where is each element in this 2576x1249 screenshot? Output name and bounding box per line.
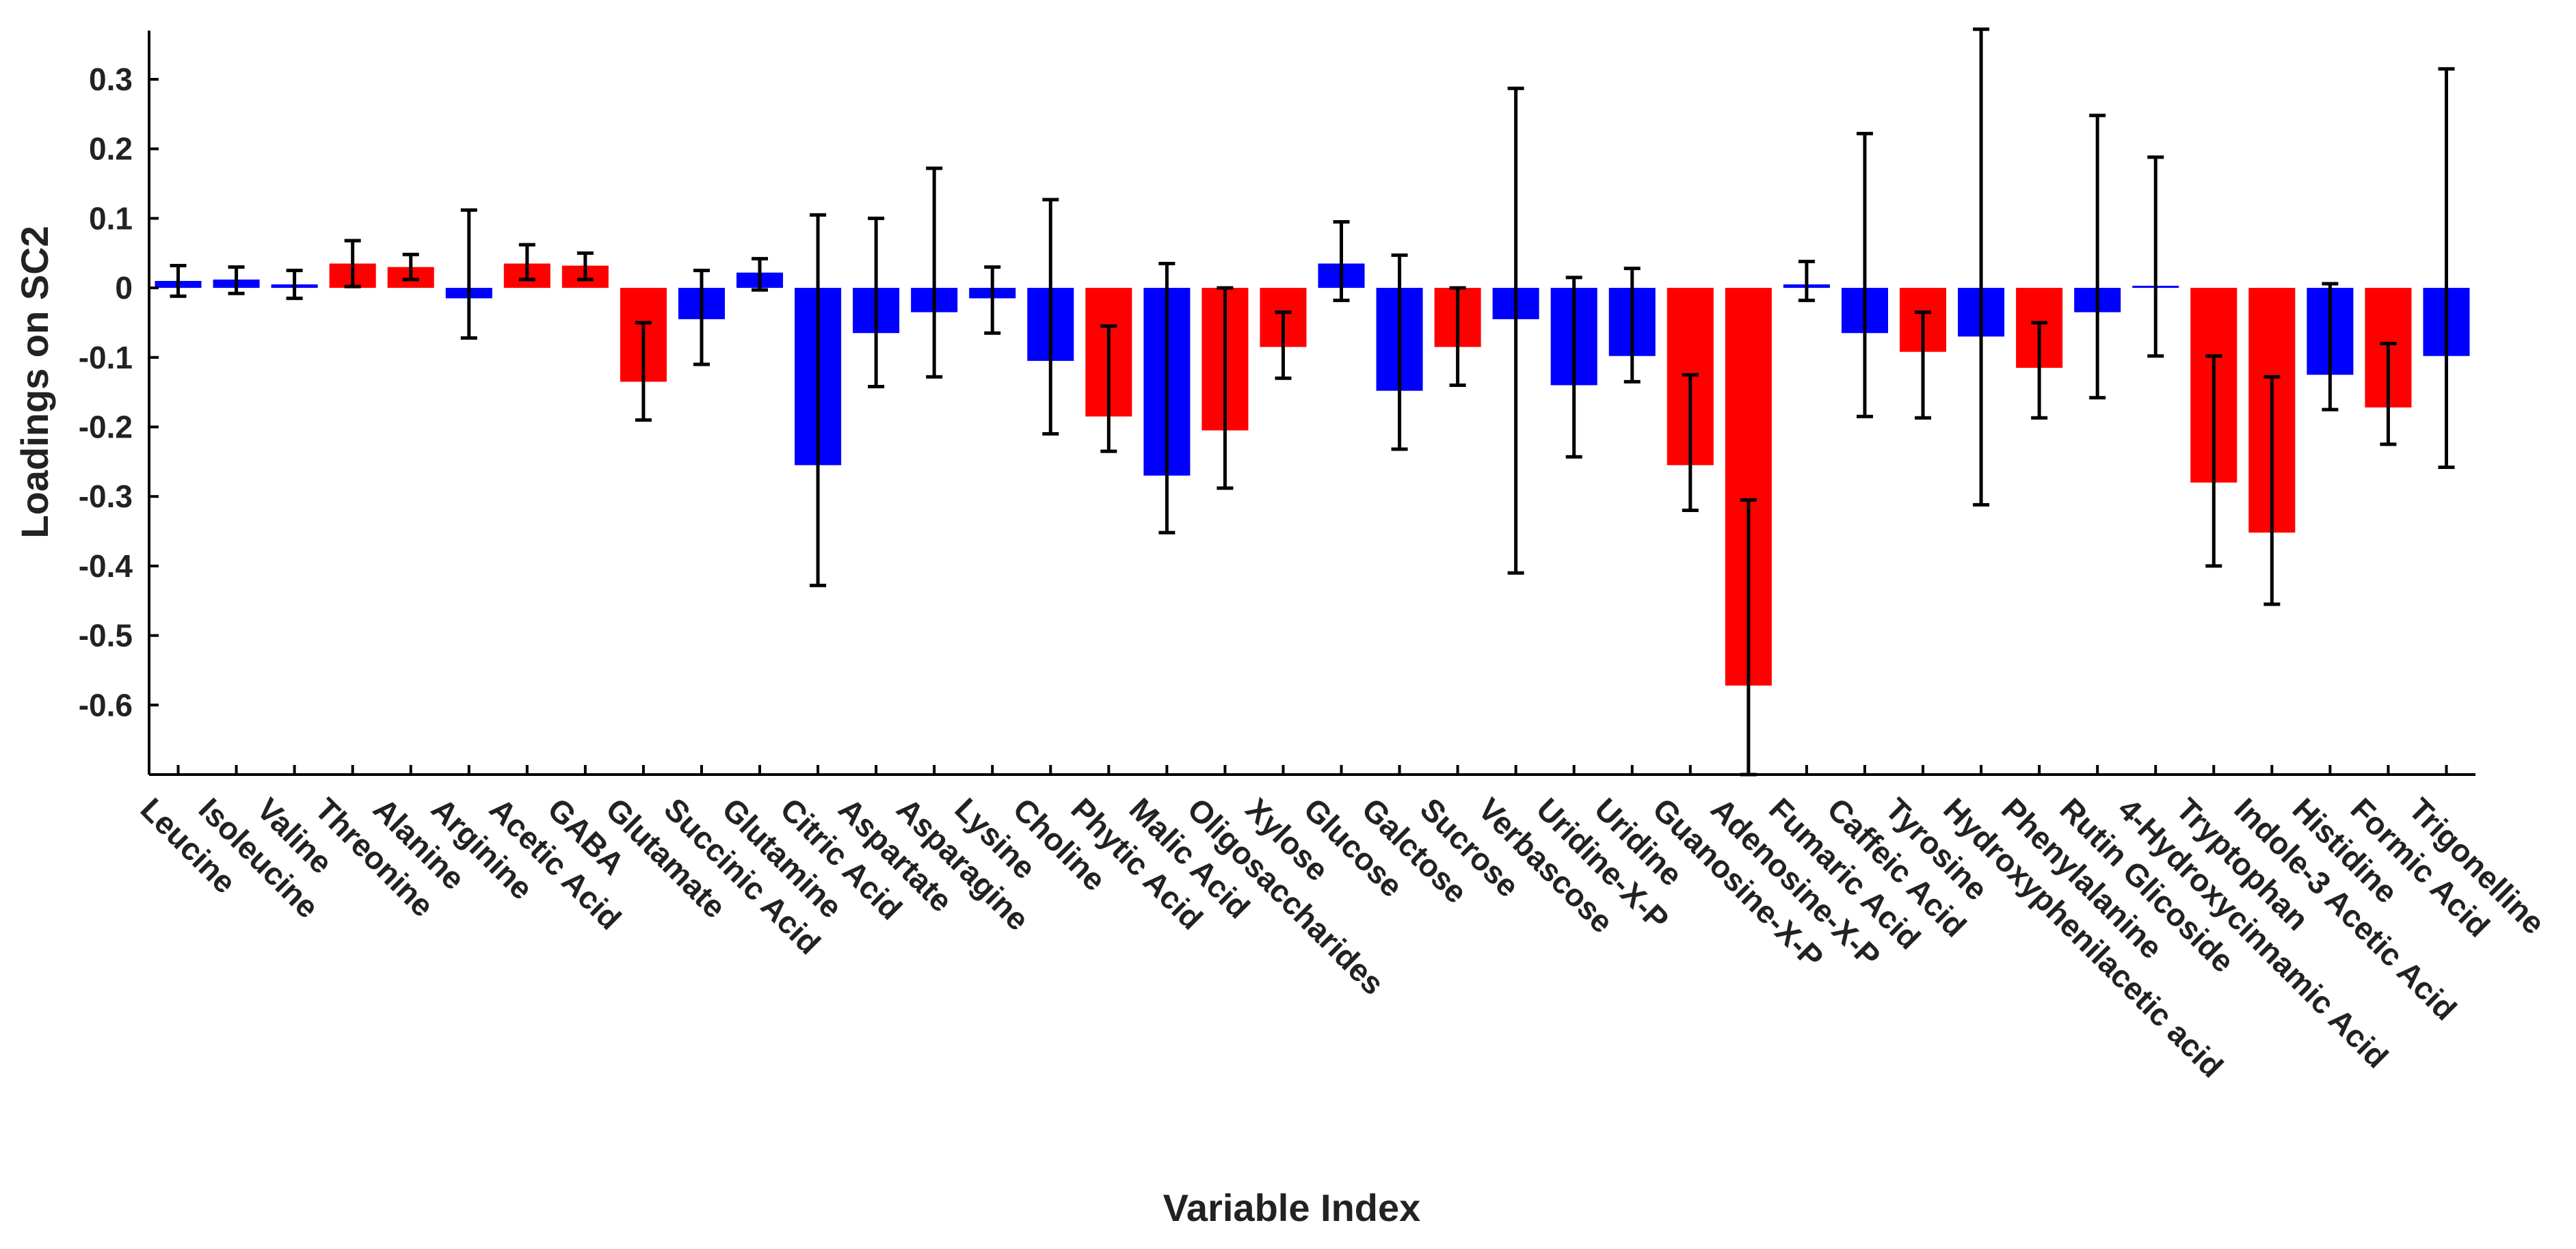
error-bar <box>1973 27 1990 507</box>
y-tick-label: -0.2 <box>79 409 133 445</box>
error-bar <box>286 269 303 300</box>
error-bar <box>170 264 187 298</box>
y-tick-label: 0.1 <box>89 200 133 236</box>
y-ticks-layer: 0.3 0.2 0.1 0 -0.1 -0.2 -0.3 -0.4 -0.5 -0.6 <box>79 62 159 723</box>
error-bar <box>460 208 477 340</box>
error-bar <box>810 213 827 587</box>
error-bar <box>344 239 361 288</box>
error-bar <box>926 166 943 379</box>
axes-layer <box>148 30 2475 776</box>
y-tick-label: 0.3 <box>89 62 133 97</box>
error-bar <box>1565 276 1582 459</box>
y-tick-label: 0 <box>115 270 133 306</box>
error-bar <box>2380 341 2397 446</box>
x-ticks-layer: LeucineIsoleucineValineThreonineAlanineA… <box>134 765 2552 1084</box>
error-bar <box>2438 67 2455 469</box>
error-bar <box>228 265 245 295</box>
error-bar <box>1217 286 1234 490</box>
y-tick-label: -0.3 <box>79 479 133 514</box>
error-bar <box>1449 286 1466 387</box>
error-bar <box>1623 267 1641 384</box>
y-axis-title: Loadings on SC2 <box>13 226 56 538</box>
error-bar <box>2147 155 2164 358</box>
y-tick-label: -0.1 <box>79 340 133 375</box>
error-bar <box>2031 321 2048 420</box>
error-bar <box>1915 310 1932 420</box>
y-tick-label: -0.4 <box>79 548 133 584</box>
error-bar <box>1682 373 1699 513</box>
error-bar <box>1798 259 1815 302</box>
error-bar <box>402 252 419 282</box>
error-bar <box>868 216 885 389</box>
error-bar <box>518 243 535 282</box>
error-bar <box>1856 131 1873 418</box>
error-bar <box>752 256 769 292</box>
error-bar <box>693 269 710 366</box>
y-tick-label: -0.6 <box>79 687 133 723</box>
x-axis-title: Variable Index <box>1163 1186 1421 1229</box>
error-bar <box>2322 282 2339 412</box>
y-tick-label: 0.2 <box>89 131 133 167</box>
error-bar <box>576 251 594 282</box>
bars-layer <box>155 263 2470 686</box>
error-bar <box>1100 324 1117 453</box>
error-bar <box>635 321 652 422</box>
error-bar <box>2205 354 2222 568</box>
error-bars-layer <box>170 27 2455 777</box>
error-bar <box>984 265 1001 335</box>
error-bar <box>1042 198 1059 436</box>
y-tick-label: -0.5 <box>79 618 133 654</box>
error-bar <box>1391 253 1408 451</box>
error-bar <box>2263 375 2281 606</box>
error-bar <box>1275 310 1292 380</box>
error-bar <box>1507 86 1524 575</box>
error-bar <box>1158 262 1176 535</box>
error-bar <box>1333 219 1350 302</box>
error-bar <box>2089 113 2106 400</box>
